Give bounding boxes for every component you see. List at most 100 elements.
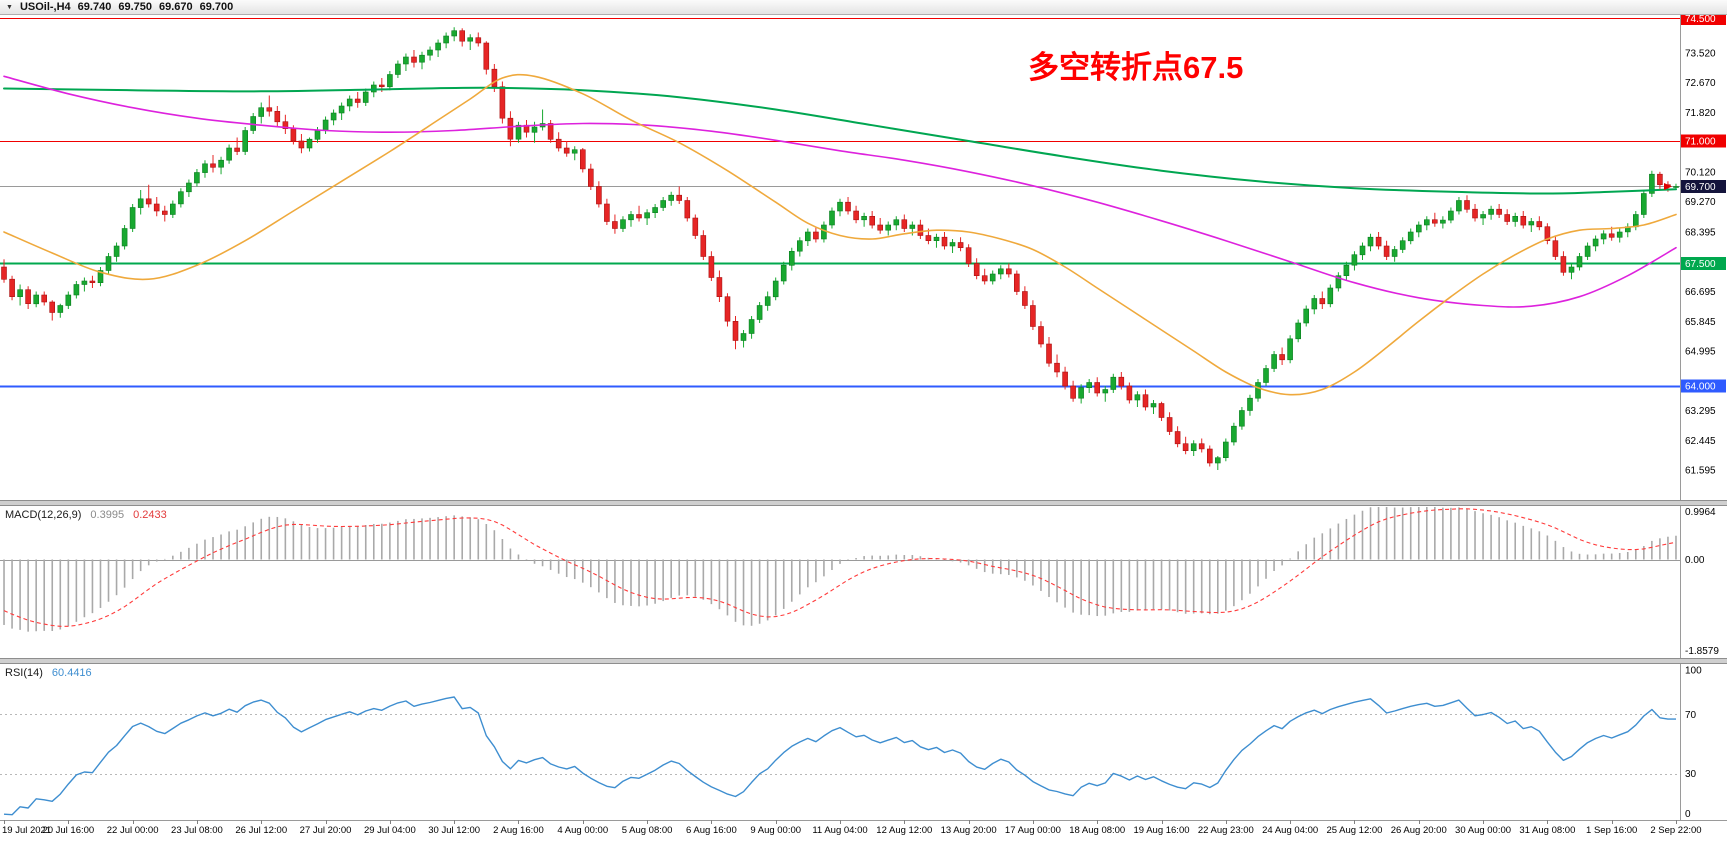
rsi-name: RSI(14) (5, 667, 43, 679)
time-label: 4 Aug 00:00 (557, 825, 608, 836)
candle-down (9, 275, 15, 301)
candle-up (1150, 400, 1157, 414)
low-value: 69.670 (158, 1, 193, 13)
candle-down (547, 120, 554, 143)
candle-up (1568, 263, 1575, 280)
time-label: 1 Sep 16:00 (1586, 825, 1637, 836)
candle-down (1207, 445, 1213, 467)
candle-down (1126, 382, 1133, 404)
candle-up (1247, 394, 1253, 416)
candle-down (1536, 216, 1543, 231)
macd-signal-line (3, 508, 1677, 627)
time-label: 24 Aug 04:00 (1262, 825, 1318, 836)
candle-up (338, 102, 345, 120)
candle-down (1118, 372, 1125, 390)
candle-down (475, 32, 482, 47)
time-label: 31 Aug 08:00 (1519, 825, 1575, 836)
candle-down (1182, 436, 1189, 455)
candle-down (210, 155, 216, 173)
chart-title-bar: ▼ USOil-,H4 69.740 69.750 69.670 69.700 (0, 0, 1727, 15)
price-level-box (1681, 134, 1726, 148)
candle-down (981, 268, 988, 285)
candle-down (813, 226, 819, 243)
candle-up (829, 207, 835, 229)
candle-up (668, 191, 675, 206)
candle-down (941, 232, 948, 250)
time-label: 2 Sep 22:00 (1650, 825, 1701, 836)
price-axis[interactable]: 73.520 72.670 71.820 70.120 69.270 68.395 66.6… (1680, 12, 1727, 820)
candle-up (1488, 205, 1494, 220)
macd-main-value: 0.3995 (90, 509, 125, 521)
candle-down (684, 197, 691, 222)
candle-up (788, 247, 795, 271)
candle-up (660, 197, 667, 211)
candle-down (973, 258, 980, 280)
moving-averages (3, 73, 1677, 396)
rsi-panel[interactable] (0, 696, 1680, 816)
candle-up (403, 53, 409, 71)
candle-down (1279, 347, 1285, 365)
panel-divider[interactable] (0, 500, 1727, 506)
candle-down (917, 219, 924, 239)
candle-down (563, 141, 570, 157)
candle-up (1391, 246, 1398, 262)
candle-down (676, 186, 683, 204)
price-tick-label: 73.520 (1685, 48, 1716, 59)
candle-down (1174, 426, 1181, 448)
macd-panel[interactable] (0, 506, 1680, 632)
symbol-dropdown-icon[interactable]: ▼ (6, 3, 13, 11)
time-label: 23 Jul 08:00 (171, 825, 223, 836)
candle-down (162, 205, 168, 222)
candle-up (1456, 197, 1462, 215)
price-tick-label: 71.820 (1685, 108, 1716, 119)
candle-down (1005, 263, 1012, 278)
panel-divider[interactable] (0, 658, 1727, 664)
candle-up (1134, 391, 1141, 407)
candle-down (716, 270, 723, 302)
time-label: 19 Aug 16:00 (1134, 825, 1190, 836)
candle-down (1030, 300, 1036, 330)
candle-down (596, 181, 602, 208)
time-label: 6 Aug 16:00 (686, 825, 737, 836)
candle-up (435, 39, 441, 57)
chart-annotation: 多空转折点67.5 (1028, 50, 1244, 85)
candle-down (845, 197, 851, 215)
candle-up (226, 144, 232, 164)
candle-up (1102, 386, 1109, 402)
candle-up (186, 179, 192, 197)
candle-down (89, 275, 96, 288)
candle-up (1086, 379, 1092, 393)
candle-down (1520, 211, 1527, 229)
candle-down (1062, 366, 1068, 390)
candle-up (443, 32, 449, 49)
candle-up (1512, 212, 1518, 227)
candle-up (17, 284, 23, 306)
price-level-box-label: 74.500 (1685, 14, 1716, 25)
candle-up (306, 137, 313, 152)
candle-up (121, 225, 128, 250)
candle-down (1022, 286, 1028, 309)
rsi-tick-label: 100 (1685, 666, 1702, 677)
candle-up (1359, 242, 1366, 260)
candle-up (97, 267, 104, 287)
candle-up (178, 188, 184, 208)
candle-down (1496, 204, 1502, 218)
candle-up (652, 204, 658, 218)
candle-up (105, 253, 112, 274)
candle-up (137, 190, 144, 215)
candle-up (113, 242, 120, 262)
candle-up (1528, 218, 1535, 232)
time-label: 11 Aug 04:00 (812, 825, 867, 836)
candle-down (1544, 223, 1551, 245)
candle-up (202, 160, 208, 178)
candle-up (772, 277, 779, 301)
candle-down (282, 114, 289, 134)
candle-down (411, 50, 417, 68)
price-level-box-label: 69.700 (1685, 182, 1716, 193)
price-tick-label: 72.670 (1685, 78, 1716, 89)
time-label: 30 Aug 00:00 (1455, 825, 1511, 836)
candle-down (732, 316, 739, 350)
